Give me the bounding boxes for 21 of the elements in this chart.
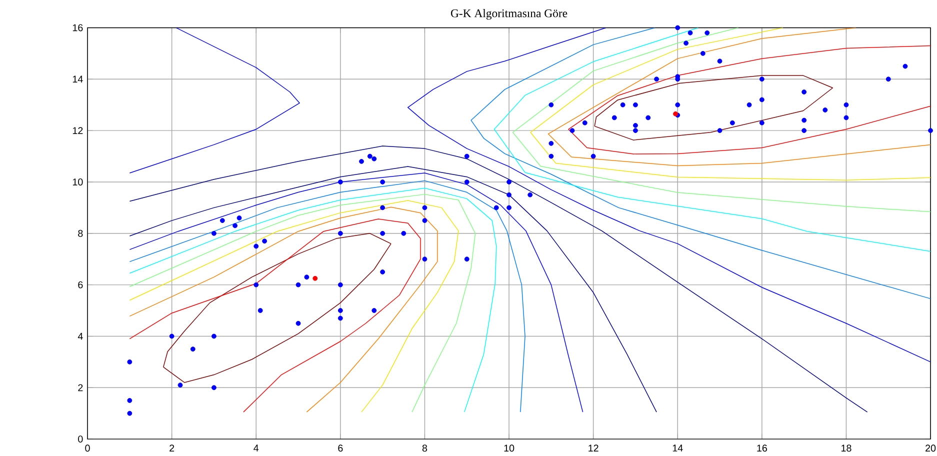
x-tick-label: 18 [841, 444, 852, 452]
y-tick-label: 16 [72, 24, 83, 32]
y-tick-label: 10 [72, 178, 83, 186]
y-tick-label: 12 [72, 127, 83, 134]
x-tick-label: 20 [926, 444, 936, 452]
x-tick-label: 0 [85, 444, 90, 452]
chart-title: G-K Algoritmasına Göre [450, 9, 568, 20]
y-tick-label: 6 [78, 281, 83, 288]
y-tick-label: 4 [78, 332, 83, 340]
x-tick-label: 10 [504, 444, 514, 452]
x-tick-label: 6 [338, 444, 343, 452]
y-tick-label: 0 [78, 436, 83, 443]
x-tick-label: 16 [757, 444, 767, 452]
y-tick-label: 14 [72, 76, 83, 83]
x-tick-label: 14 [672, 444, 683, 452]
x-tick-label: 2 [170, 444, 174, 452]
x-tick-label: 12 [588, 444, 598, 452]
y-tick-label: 2 [78, 384, 83, 392]
x-tick-label: 4 [254, 444, 259, 452]
x-tick-label: 8 [422, 444, 428, 452]
y-tick-label: 8 [78, 230, 83, 238]
